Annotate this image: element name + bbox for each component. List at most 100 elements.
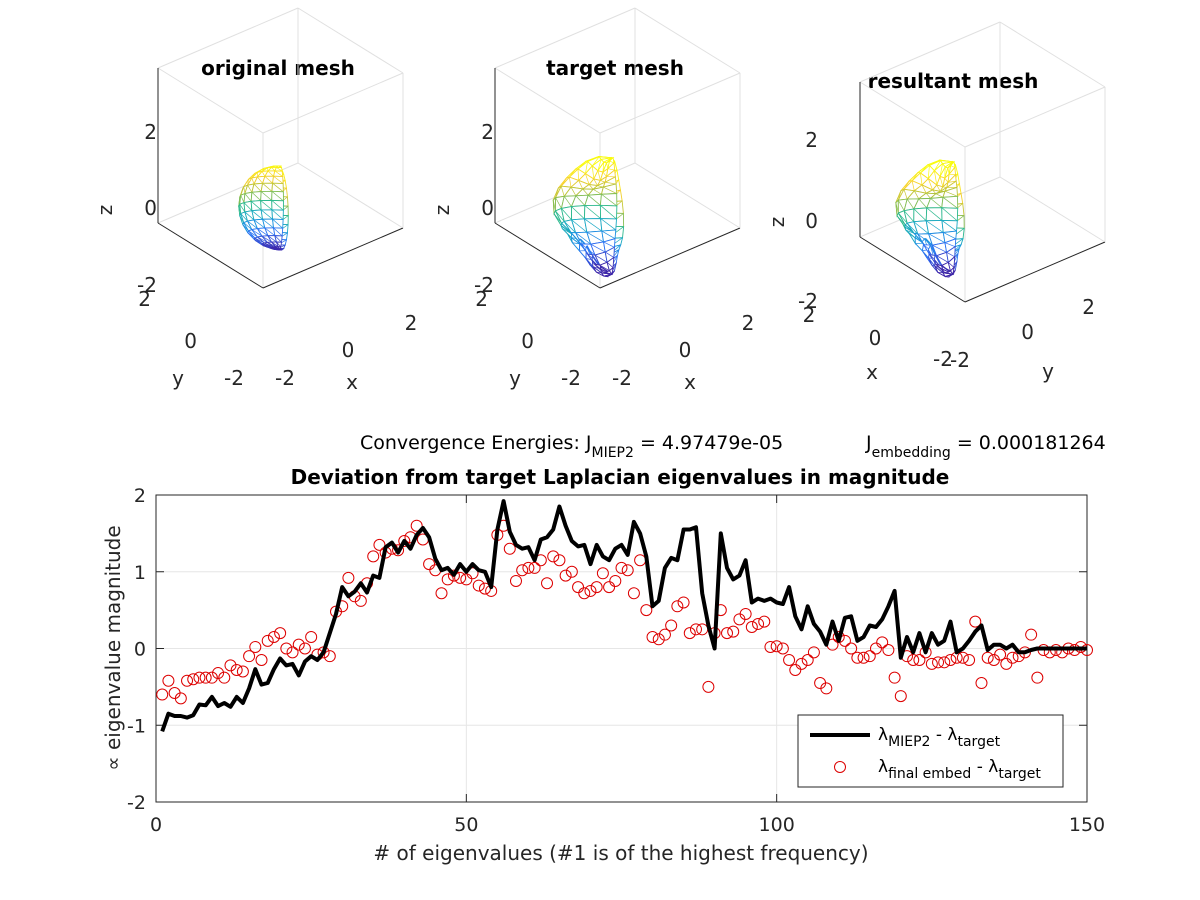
mesh-diagonal — [936, 255, 949, 263]
mesh-diagonal — [903, 189, 908, 200]
mesh-diagonal — [577, 169, 580, 181]
final-embed-point — [509, 574, 522, 587]
y-tick-label: -2 — [127, 792, 146, 814]
final-embed-point — [243, 650, 256, 663]
mesh-diagonal — [587, 194, 601, 206]
legend-embed-mid: - λ — [971, 757, 998, 777]
y-tick-label: 1 — [134, 562, 146, 584]
y-tick-label: -2 — [561, 366, 581, 390]
final-embed-point — [702, 680, 715, 693]
final-embed-point — [392, 544, 405, 557]
mesh-surface — [238, 165, 289, 251]
x-tick-label: 0 — [869, 326, 882, 350]
mesh-diagonal — [935, 193, 944, 198]
mesh-diagonal — [605, 181, 617, 185]
y-tick-label: 0 — [134, 639, 146, 661]
mesh-diagonal — [591, 156, 600, 167]
mesh-diagonal — [597, 159, 602, 171]
mesh-diagonal — [920, 172, 923, 185]
final-embed-point — [963, 654, 976, 667]
axis-line-x — [599, 227, 741, 289]
final-embed-point — [354, 594, 367, 607]
final-embed-point — [783, 654, 796, 667]
mesh-diagonal — [586, 231, 604, 243]
mesh-diagonal — [588, 184, 594, 190]
y-tick-label: 2 — [475, 287, 488, 311]
final-embed-point — [590, 581, 603, 594]
final-embed-point — [721, 627, 734, 640]
final-embed-point — [888, 671, 901, 684]
mesh-diagonal — [248, 230, 258, 238]
mesh-diagonal — [591, 165, 595, 180]
mesh-diagonal — [253, 219, 266, 229]
mesh-diagonal — [585, 161, 588, 174]
mesh-diagonal — [267, 235, 277, 243]
final-embed-point — [994, 648, 1007, 661]
mesh-diagonal — [944, 242, 956, 247]
convergence-energies: Convergence Energies: JMIEP2 = 4.97479e-… — [360, 432, 1106, 461]
final-embed-point — [280, 642, 293, 655]
miep2-line — [160, 499, 1087, 733]
final-embed-point — [925, 657, 938, 670]
mesh-diagonal — [272, 218, 283, 229]
final-embed-point — [646, 630, 659, 643]
mesh-diagonal — [949, 173, 956, 176]
x-tick-label: 0 — [342, 338, 355, 362]
mesh-diagonal — [575, 195, 586, 206]
final-embed-point — [342, 571, 355, 584]
mesh-diagonal — [243, 222, 253, 230]
mesh-diagonal — [930, 198, 943, 208]
mesh-diagonal — [605, 251, 615, 258]
energies-prefix: Convergence Energies: J — [360, 432, 592, 454]
mesh-diagonal — [944, 190, 958, 197]
mesh-diagonal — [582, 188, 589, 196]
mesh-diagonal — [563, 196, 572, 207]
final-embed-point — [1025, 628, 1038, 641]
mesh-diagonal — [942, 197, 958, 209]
final-embed-point — [658, 628, 671, 641]
mesh-diagonal — [257, 176, 263, 184]
mesh-diagonal — [602, 171, 607, 177]
mesh-surface — [552, 155, 625, 278]
mesh-diagonal — [913, 208, 927, 222]
final-embed-point — [640, 604, 653, 617]
box-edge — [297, 7, 404, 74]
mesh-diagonal — [950, 270, 954, 275]
mesh-diagonal — [932, 189, 937, 194]
final-embed-point — [603, 581, 616, 594]
mesh-diagonal — [555, 197, 562, 209]
final-embed-point — [938, 656, 951, 669]
mesh-diagonal — [267, 242, 276, 248]
chart-title: Deviation from target Laplacian eigenval… — [291, 465, 950, 489]
mesh-diagonal — [932, 244, 947, 253]
final-embed-point — [218, 671, 231, 684]
mesh-diagonal — [941, 207, 958, 222]
box-edge — [964, 86, 1106, 148]
mesh-diagonal — [250, 201, 262, 211]
mesh-diagonal — [561, 208, 572, 221]
mesh-diagonal — [264, 227, 276, 236]
mesh-diagonal — [944, 273, 954, 277]
mesh-diagonal — [898, 212, 908, 224]
mesh-diagonal — [251, 229, 263, 237]
x-tick-label: -2 — [933, 347, 953, 371]
legend-marker-swatch — [834, 761, 846, 773]
final-embed-point — [739, 607, 752, 620]
final-embed-point — [776, 642, 789, 655]
box-edge — [494, 67, 601, 134]
axis-line-y — [157, 222, 264, 289]
z-axis-label-3d: z — [430, 205, 454, 216]
final-embed-point — [212, 667, 225, 680]
x-tick-label: -2 — [275, 366, 295, 390]
final-embed-point — [373, 538, 386, 551]
mesh-diagonal — [253, 183, 262, 192]
mesh-diagonal — [251, 177, 255, 185]
mesh-diagonal — [584, 218, 603, 232]
mesh-diagonal — [944, 177, 949, 183]
mesh-diagonal — [914, 190, 920, 199]
mesh-diagonal — [262, 218, 274, 229]
legend-embed-sub2: target — [998, 766, 1041, 782]
y-tick-label: 2 — [1082, 295, 1095, 319]
